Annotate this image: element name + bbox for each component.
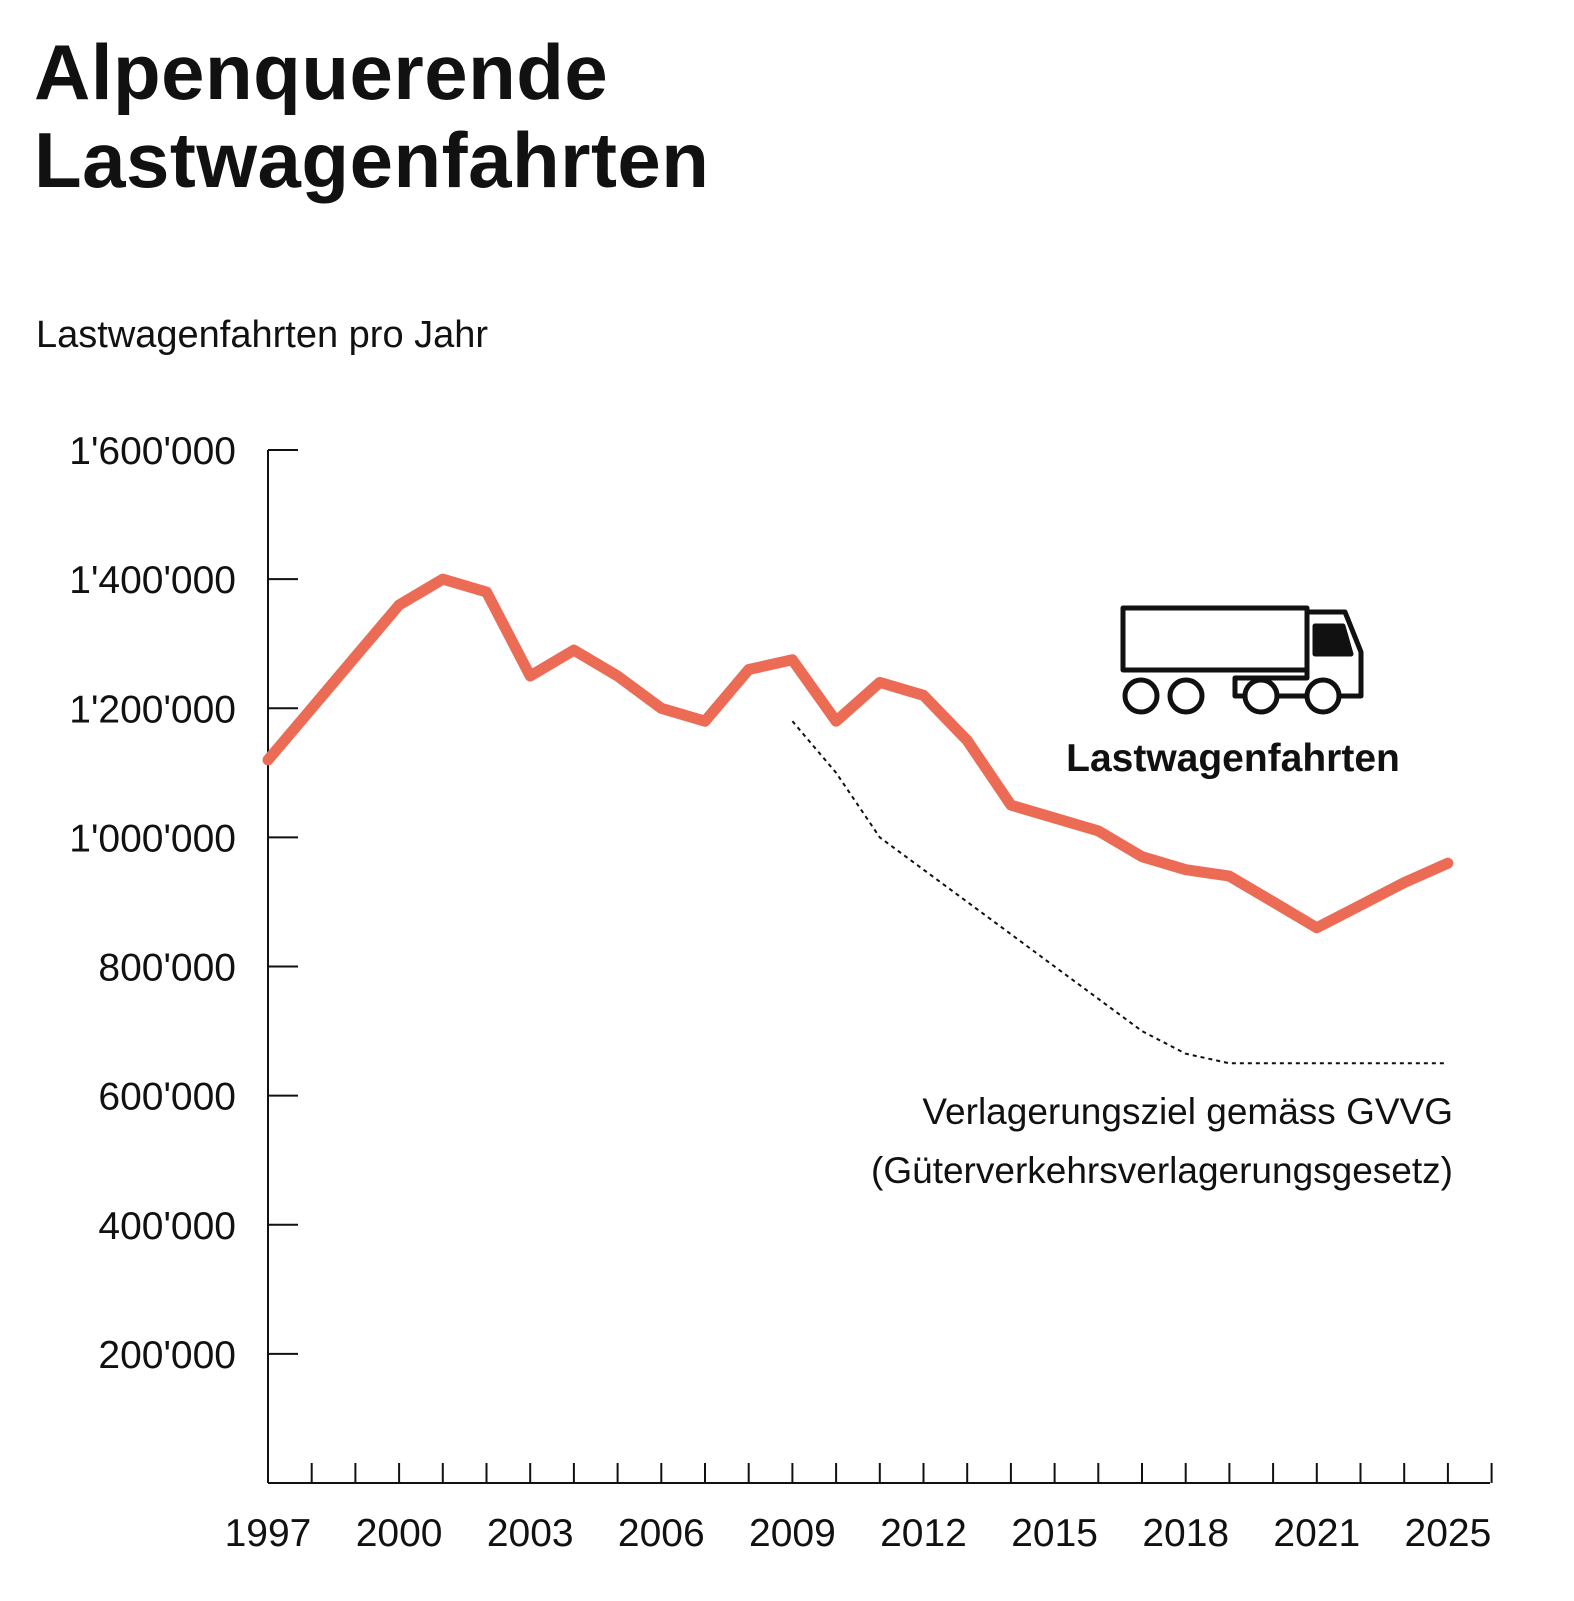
x-tick-label: 2015 xyxy=(1011,1512,1098,1555)
x-tick-label: 2021 xyxy=(1273,1512,1360,1555)
x-tick-label: 2012 xyxy=(880,1512,967,1555)
series-line-lastwagenfahrten xyxy=(262,573,1454,934)
x-tick-label: 1997 xyxy=(225,1512,312,1555)
x-tick-label: 2025 xyxy=(1405,1512,1492,1555)
series-line-verlagerungsziel xyxy=(791,720,1448,1065)
chart-title-line-1: Alpenquerende xyxy=(34,28,609,116)
y-tick-label: 1'000'000 xyxy=(69,817,236,860)
x-tick-label: 2006 xyxy=(618,1512,705,1555)
x-tick-label: 2003 xyxy=(487,1512,574,1555)
y-tick-label: 1'400'000 xyxy=(69,559,236,602)
y-tick-label: 600'000 xyxy=(98,1076,236,1119)
x-tick-label: 2000 xyxy=(356,1512,443,1555)
y-axis-label: Lastwagenfahrten pro Jahr xyxy=(36,314,489,356)
x-tick-label: 2018 xyxy=(1142,1512,1229,1555)
chart-title: Alpenquerende Lastwagenfahrten xyxy=(34,28,709,204)
y-tick-label: 800'000 xyxy=(98,947,236,990)
y-tick-label: 1'200'000 xyxy=(69,688,236,731)
y-tick-label: 400'000 xyxy=(98,1205,236,1248)
y-tick-label: 1'600'000 xyxy=(69,430,236,473)
target-annotation-line-1: Verlagerungsziel gemäss GVVG xyxy=(922,1091,1453,1132)
x-tick-label: 2009 xyxy=(749,1512,836,1555)
chart-title-line-2: Lastwagenfahrten xyxy=(34,116,710,204)
axes xyxy=(267,450,1490,1484)
target-annotation-line-2: (Güterverkehrsverlagerungsgesetz) xyxy=(871,1150,1453,1191)
y-axis-ticks: 200'000 400'000 600'000 800'000 1'000'000 1'2… xyxy=(69,430,298,1377)
x-axis-ticks: 1997 2000 2003 2006 2009 2012 2015 2018 2021 2025 xyxy=(225,1463,1493,1555)
series-layer xyxy=(262,573,1454,1065)
y-tick-label: 200'000 xyxy=(98,1334,236,1377)
truck-icon xyxy=(1120,605,1364,715)
series-label-lastwagenfahrten: Lastwagenfahrten xyxy=(1066,737,1400,780)
